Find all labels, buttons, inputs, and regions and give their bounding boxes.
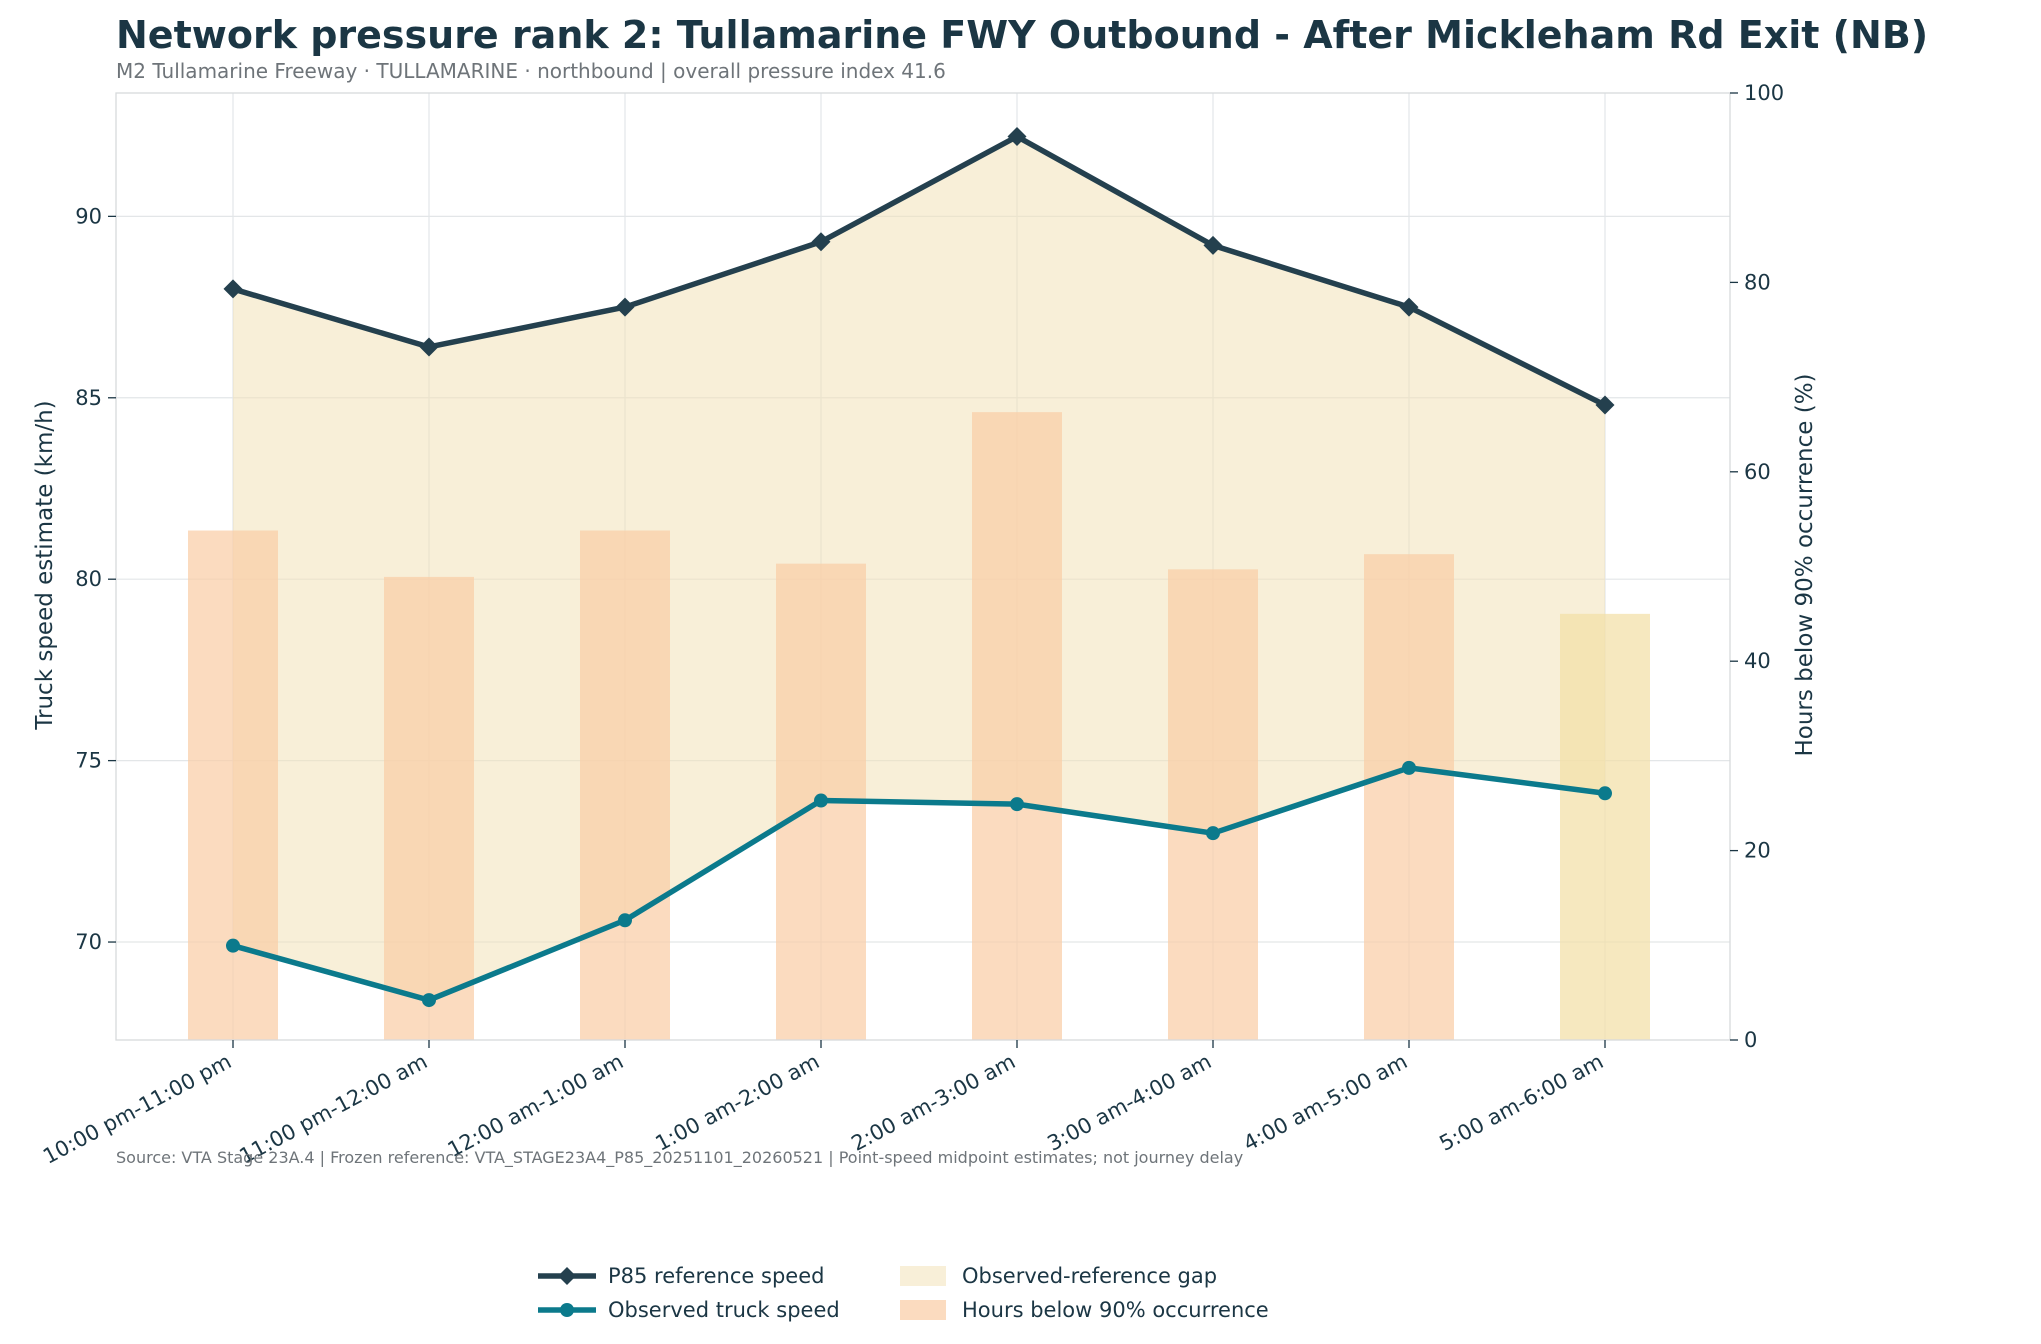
tick-label-x: 1:00 am-2:00 am <box>651 1049 823 1156</box>
legend-swatch <box>900 1300 946 1320</box>
tick-label-x: 12:00 am-1:00 am <box>444 1049 628 1162</box>
tick-label-right: 80 <box>1744 270 1771 294</box>
p85-reference-point <box>1399 297 1419 317</box>
legend-label: Observed-reference gap <box>962 1264 1217 1288</box>
legend-item-hours-below: Hours below 90% occurrence <box>900 1298 1269 1322</box>
bar <box>1168 569 1258 1040</box>
tick-label-left: 85 <box>75 386 102 410</box>
legend-label: Observed truck speed <box>608 1298 840 1322</box>
bar <box>580 530 670 1040</box>
chart-subtitle: M2 Tullamarine Freeway · TULLAMARINE · n… <box>116 59 946 83</box>
source-note: Source: VTA Stage 23A.4 | Frozen referen… <box>116 1148 1243 1168</box>
tick-label-right: 40 <box>1744 649 1771 673</box>
p85-reference-point <box>1203 235 1223 255</box>
tick-label-x: 3:00 am-4:00 am <box>1043 1049 1215 1156</box>
y-axis-label-left: Truck speed estimate (km/h) <box>32 400 58 730</box>
plot-border <box>115 92 1731 1041</box>
bar <box>384 576 474 1040</box>
observed-speed-point <box>1402 760 1416 775</box>
legend-label: Hours below 90% occurrence <box>962 1298 1269 1322</box>
gap-area-layer <box>233 136 1605 1001</box>
plot-frame <box>115 92 1731 1041</box>
legend: P85 reference speed Observed truck speed O… <box>538 1264 1269 1322</box>
p85-reference-point <box>223 279 243 299</box>
tick-label-right: 0 <box>1744 1028 1757 1052</box>
tick-label-left: 70 <box>75 930 102 954</box>
left-axis: 70 75 80 85 90 <box>75 204 116 954</box>
observed-speed-point <box>618 913 632 928</box>
observed-speed-point <box>1010 797 1024 812</box>
legend-marker <box>560 1303 574 1317</box>
observed-speed-point <box>226 938 240 953</box>
observed-speed-line <box>230 765 1608 1003</box>
bar <box>1364 554 1454 1040</box>
tick-label-left: 80 <box>75 567 102 591</box>
p85-reference-line <box>230 133 1608 408</box>
tick-label-left: 90 <box>75 204 102 228</box>
bar <box>972 412 1062 1040</box>
bar <box>188 530 278 1040</box>
legend-item-gap: Observed-reference gap <box>900 1264 1217 1288</box>
tick-label-right: 100 <box>1744 81 1784 105</box>
lines-layer <box>223 127 1615 1008</box>
bar <box>1560 613 1650 1040</box>
tick-label-right: 60 <box>1744 460 1771 484</box>
legend-marker <box>558 1267 576 1285</box>
legend-label: P85 reference speed <box>608 1264 824 1288</box>
p85-reference-point <box>811 232 831 252</box>
p85-reference-point <box>615 297 635 317</box>
gap-area <box>233 136 1605 1001</box>
y-axis-label-right: Hours below 90% occurrence (%) <box>1792 373 1818 756</box>
tick-label-right: 20 <box>1744 839 1771 863</box>
p85-reference-point <box>1007 127 1027 147</box>
legend-item-observed-speed: Observed truck speed <box>538 1298 840 1322</box>
chart-title: Network pressure rank 2: Tullamarine FWY… <box>116 13 1928 57</box>
legend-swatch <box>900 1266 946 1286</box>
observed-speed-point <box>1206 826 1220 841</box>
observed-speed-point <box>814 793 828 808</box>
observed-speed-point <box>1598 786 1612 801</box>
right-axis: 0 20 40 60 80 100 <box>1730 81 1784 1052</box>
tick-label-left: 75 <box>75 749 102 773</box>
p85-reference-point <box>1595 395 1615 415</box>
observed-speed-point <box>422 993 436 1008</box>
tick-label-x: 2:00 am-3:00 am <box>847 1049 1019 1156</box>
tick-label-x: 4:00 am-5:00 am <box>1239 1049 1411 1156</box>
p85-reference-point <box>419 337 439 357</box>
legend-item-p85-reference: P85 reference speed <box>538 1264 824 1288</box>
tick-label-x: 5:00 am-6:00 am <box>1435 1049 1607 1156</box>
